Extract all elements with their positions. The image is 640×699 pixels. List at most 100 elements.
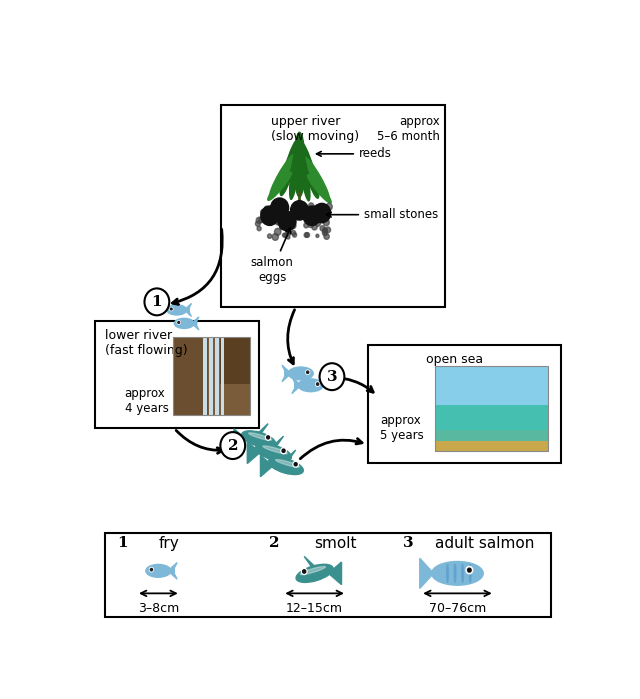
Circle shape (177, 321, 180, 324)
Circle shape (317, 205, 321, 209)
Text: 2: 2 (227, 438, 238, 452)
Ellipse shape (146, 564, 171, 577)
Circle shape (267, 436, 269, 439)
Circle shape (273, 214, 276, 218)
Circle shape (256, 217, 262, 224)
Ellipse shape (431, 561, 483, 585)
Text: 12–15cm: 12–15cm (286, 602, 343, 615)
Circle shape (282, 233, 286, 237)
Polygon shape (260, 455, 273, 477)
Text: 3: 3 (326, 370, 337, 384)
Ellipse shape (296, 564, 333, 582)
Circle shape (327, 213, 330, 217)
Circle shape (287, 231, 291, 236)
FancyBboxPatch shape (435, 430, 548, 441)
Circle shape (309, 208, 313, 212)
Polygon shape (259, 424, 268, 433)
Ellipse shape (300, 566, 326, 575)
Circle shape (272, 217, 276, 221)
Text: approx
5–6 month: approx 5–6 month (377, 115, 440, 143)
Polygon shape (184, 303, 191, 317)
Circle shape (178, 322, 180, 324)
Circle shape (304, 233, 308, 238)
Circle shape (278, 211, 296, 231)
Circle shape (323, 230, 328, 236)
Ellipse shape (298, 379, 323, 391)
Text: salmon
eggs: salmon eggs (251, 228, 294, 284)
Ellipse shape (270, 154, 294, 196)
Circle shape (325, 227, 331, 233)
Text: fry: fry (158, 536, 179, 551)
Ellipse shape (280, 139, 299, 196)
Text: 1: 1 (152, 295, 162, 309)
Ellipse shape (447, 564, 449, 582)
Circle shape (170, 308, 173, 310)
Polygon shape (328, 562, 342, 584)
Polygon shape (286, 450, 296, 459)
FancyBboxPatch shape (435, 405, 548, 430)
Text: adult salmon: adult salmon (435, 536, 534, 551)
Text: 3: 3 (403, 536, 413, 550)
Circle shape (312, 206, 318, 212)
Circle shape (170, 308, 172, 310)
Ellipse shape (249, 433, 271, 440)
Ellipse shape (268, 172, 291, 201)
Ellipse shape (242, 431, 275, 447)
FancyBboxPatch shape (95, 321, 259, 428)
Text: open sea: open sea (426, 353, 483, 366)
FancyBboxPatch shape (173, 337, 250, 415)
Circle shape (150, 568, 154, 572)
Text: 2: 2 (269, 536, 280, 550)
Polygon shape (304, 556, 315, 566)
Circle shape (280, 226, 284, 229)
Circle shape (306, 370, 310, 375)
Polygon shape (292, 377, 301, 394)
Ellipse shape (167, 305, 186, 315)
Ellipse shape (469, 564, 471, 582)
Text: 70–76cm: 70–76cm (429, 602, 486, 615)
FancyBboxPatch shape (221, 337, 225, 415)
Text: lower river
(fast flowing): lower river (fast flowing) (105, 329, 188, 356)
Circle shape (466, 566, 473, 574)
Circle shape (259, 217, 264, 223)
Text: smolt: smolt (315, 536, 357, 551)
Circle shape (276, 220, 280, 225)
Circle shape (220, 432, 245, 459)
Text: approx
5 years: approx 5 years (380, 414, 424, 442)
Circle shape (320, 226, 325, 231)
Text: approx
4 years: approx 4 years (125, 387, 168, 415)
FancyBboxPatch shape (221, 106, 445, 308)
Polygon shape (282, 365, 291, 382)
Text: reeds: reeds (317, 147, 392, 160)
Circle shape (260, 210, 266, 215)
FancyBboxPatch shape (214, 337, 218, 415)
Circle shape (303, 206, 321, 226)
Polygon shape (192, 317, 199, 330)
Circle shape (303, 570, 306, 573)
Circle shape (312, 224, 317, 230)
Circle shape (285, 219, 291, 226)
Circle shape (286, 229, 291, 234)
Circle shape (319, 363, 344, 390)
Circle shape (308, 208, 314, 214)
Circle shape (291, 212, 298, 219)
Ellipse shape (268, 458, 303, 475)
Circle shape (260, 206, 278, 226)
Circle shape (319, 214, 325, 221)
Circle shape (281, 448, 286, 454)
Circle shape (316, 234, 319, 238)
Circle shape (291, 208, 294, 212)
Circle shape (287, 236, 290, 239)
Circle shape (304, 208, 309, 214)
Circle shape (290, 222, 296, 229)
Polygon shape (420, 559, 434, 589)
Circle shape (277, 219, 284, 226)
Polygon shape (168, 563, 177, 579)
Circle shape (271, 198, 289, 217)
Circle shape (315, 221, 321, 226)
Circle shape (268, 211, 273, 216)
Circle shape (145, 289, 169, 315)
Circle shape (275, 229, 281, 236)
Ellipse shape (255, 444, 291, 461)
Circle shape (291, 231, 296, 235)
